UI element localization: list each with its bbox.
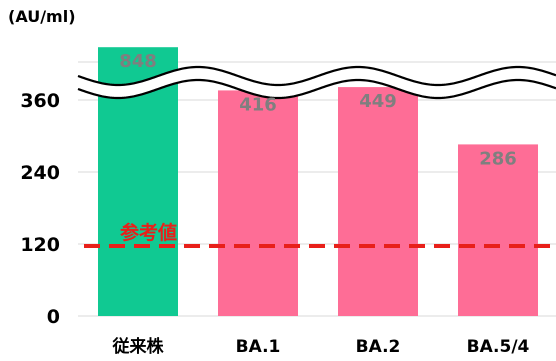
data-label-従来株: 848 <box>119 51 157 72</box>
axis-break-band <box>78 67 556 98</box>
y-tick-360: 360 <box>20 90 60 112</box>
x-category-BA.1: BA.1 <box>236 337 281 357</box>
axis-break-wave-top <box>77 65 556 87</box>
x-category-BA.5/4: BA.5/4 <box>467 337 530 357</box>
x-axis-categories: 従来株 BA.1 BA.2 BA.5/4 <box>112 336 530 357</box>
y-tick-120: 120 <box>20 234 60 256</box>
axis-break-wave-bottom <box>77 78 556 100</box>
data-labels: 848 416 449 286 <box>119 51 517 169</box>
y-tick-240: 240 <box>20 162 60 184</box>
y-tick-0: 0 <box>47 306 60 328</box>
x-category-従来株: 従来株 <box>112 336 165 357</box>
data-label-BA.5/4: 286 <box>479 148 517 169</box>
y-axis-ticks: 0 120 240 360 <box>20 90 60 328</box>
y-axis-unit-label: (AU/ml) <box>8 7 76 26</box>
data-label-BA.2: 449 <box>359 91 397 112</box>
bar-BA.2 <box>338 87 418 316</box>
data-label-BA.1: 416 <box>239 94 277 115</box>
bar-BA.1 <box>218 90 298 317</box>
x-category-BA.2: BA.2 <box>356 337 401 357</box>
reference-line-label: 参考値 <box>120 221 177 244</box>
axis-break <box>77 65 556 100</box>
bar-BA.5/4 <box>458 144 538 316</box>
